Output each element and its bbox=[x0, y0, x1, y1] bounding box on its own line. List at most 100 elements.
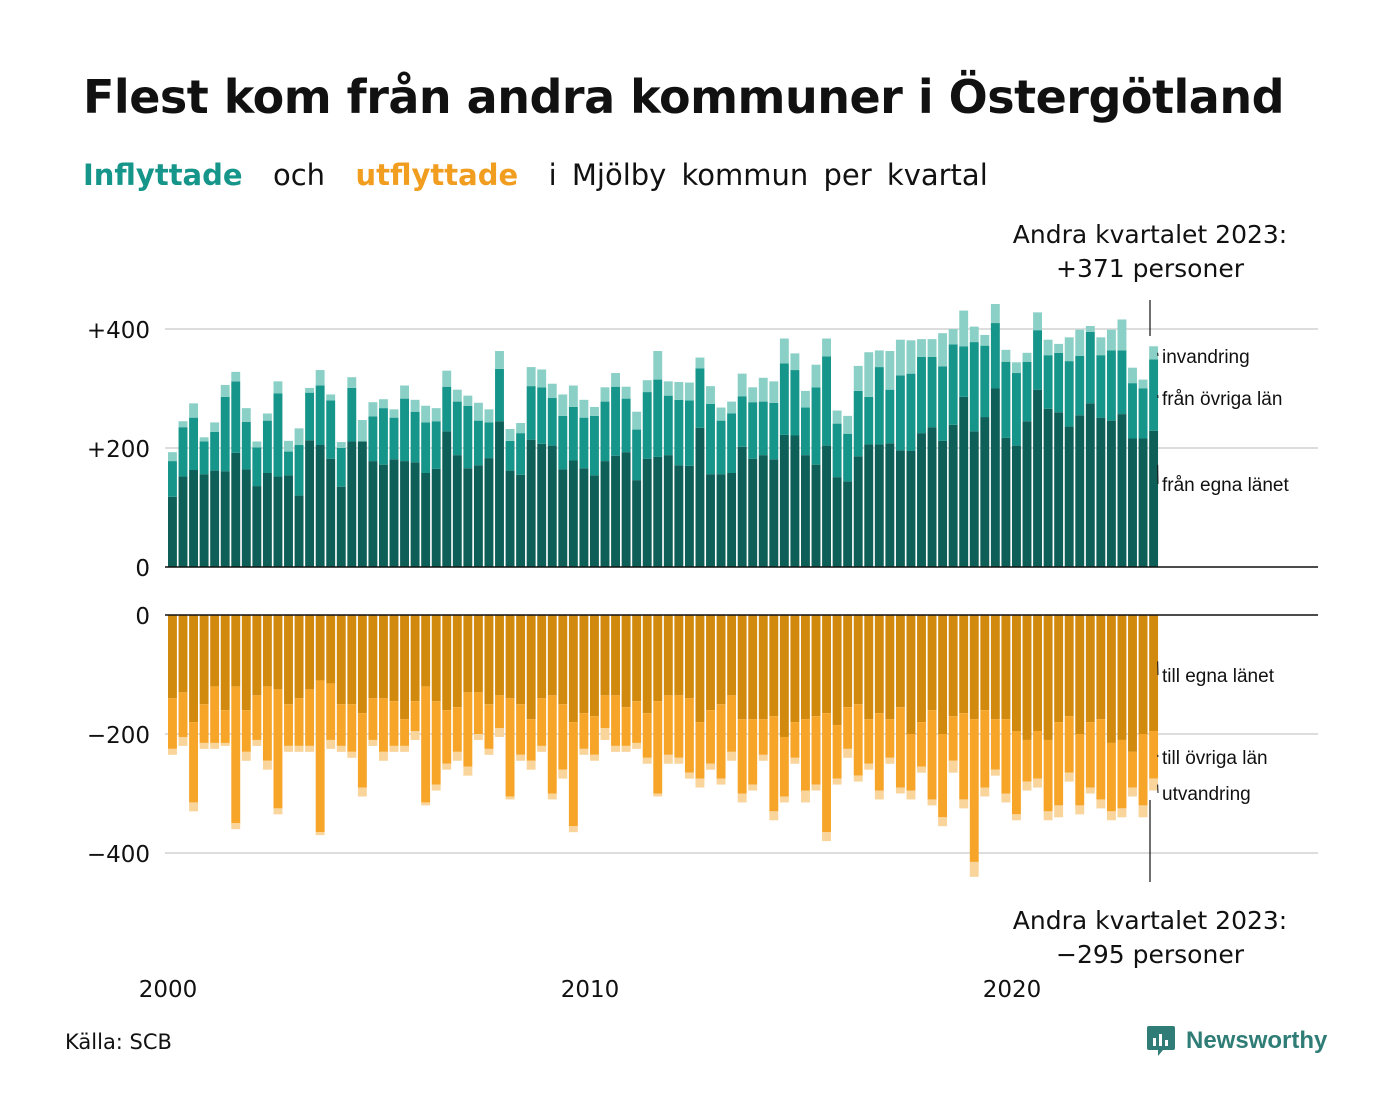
bar-out-2-55 bbox=[748, 719, 758, 785]
bar-out-2-36 bbox=[547, 695, 557, 794]
bar-in-2-39 bbox=[579, 417, 589, 469]
bar-out-1-56 bbox=[758, 615, 768, 720]
y-tick-top-1: +200 bbox=[87, 437, 150, 463]
bar-out-3-53 bbox=[727, 751, 737, 761]
bar-out-3-55 bbox=[748, 784, 758, 791]
bar-out-1-18 bbox=[357, 615, 367, 714]
bar-out-3-18 bbox=[357, 787, 367, 797]
bar-in-1-15 bbox=[326, 458, 336, 567]
bar-in-3-78 bbox=[990, 304, 1000, 324]
bar-in-1-27 bbox=[452, 455, 462, 567]
bar-in-2-42 bbox=[611, 386, 620, 456]
bar-out-2-81 bbox=[1022, 739, 1032, 782]
bar-in-1-20 bbox=[379, 464, 388, 567]
bar-in-3-53 bbox=[727, 401, 737, 414]
bar-out-2-72 bbox=[927, 710, 937, 800]
bar-out-1-79 bbox=[1001, 615, 1011, 720]
bar-in-2-72 bbox=[927, 356, 937, 428]
bar-out-1-8 bbox=[252, 615, 262, 696]
bar-out-3-16 bbox=[336, 745, 346, 752]
bar-in-3-69 bbox=[895, 339, 905, 376]
bar-out-1-66 bbox=[864, 615, 874, 720]
bar-out-2-66 bbox=[864, 719, 874, 764]
bar-out-3-58 bbox=[779, 796, 789, 803]
bar-in-1-46 bbox=[653, 456, 663, 567]
bar-in-1-41 bbox=[600, 461, 610, 567]
bar-out-1-47 bbox=[663, 615, 673, 696]
bar-in-2-47 bbox=[663, 395, 673, 456]
bar-out-2-21 bbox=[389, 701, 399, 746]
bar-in-1-47 bbox=[663, 455, 673, 567]
bar-in-1-52 bbox=[716, 474, 726, 567]
bar-in-3-24 bbox=[421, 405, 431, 423]
bar-out-3-24 bbox=[421, 802, 431, 806]
bar-in-3-79 bbox=[1001, 349, 1011, 362]
bar-out-1-91 bbox=[1128, 615, 1137, 752]
bar-in-2-31 bbox=[495, 368, 504, 422]
bar-in-2-16 bbox=[336, 448, 346, 487]
bar-in-3-50 bbox=[695, 357, 705, 369]
bar-in-1-36 bbox=[547, 445, 557, 567]
bar-in-3-57 bbox=[769, 381, 779, 403]
bar-in-2-11 bbox=[284, 451, 293, 476]
bar-in-3-89 bbox=[1106, 329, 1116, 351]
bar-in-3-80 bbox=[1012, 362, 1021, 374]
bar-out-2-24 bbox=[421, 686, 431, 803]
bar-in-2-9 bbox=[262, 420, 272, 473]
bar-in-2-4 bbox=[210, 431, 220, 471]
bar-in-1-16 bbox=[336, 486, 346, 568]
bar-in-2-45 bbox=[642, 392, 652, 459]
bar-in-2-73 bbox=[938, 366, 948, 441]
bar-out-1-39 bbox=[579, 615, 589, 714]
bar-out-3-47 bbox=[663, 754, 673, 764]
bar-out-3-9 bbox=[262, 760, 272, 770]
annotation-bottom-line2: −295 personer bbox=[1056, 940, 1244, 969]
bar-in-2-51 bbox=[706, 403, 715, 475]
bar-in-3-10 bbox=[273, 381, 283, 394]
bar-out-2-40 bbox=[590, 716, 599, 755]
bar-out-3-21 bbox=[389, 745, 399, 752]
bar-in-1-4 bbox=[210, 470, 220, 567]
bar-in-2-68 bbox=[885, 389, 895, 444]
bar-out-2-11 bbox=[284, 704, 293, 746]
bar-in-2-75 bbox=[959, 346, 969, 397]
bar-in-2-1 bbox=[178, 427, 188, 477]
bar-in-3-46 bbox=[653, 351, 663, 380]
bar-out-2-62 bbox=[822, 713, 831, 833]
bar-in-3-45 bbox=[642, 380, 652, 393]
bar-out-3-7 bbox=[241, 751, 251, 761]
bar-in-2-63 bbox=[832, 423, 842, 478]
bar-out-3-15 bbox=[326, 739, 336, 749]
bar-in-3-29 bbox=[473, 402, 483, 421]
bar-out-2-12 bbox=[294, 698, 304, 746]
bar-out-3-49 bbox=[684, 772, 694, 779]
bar-out-1-6 bbox=[231, 615, 241, 687]
bar-out-1-92 bbox=[1138, 615, 1148, 734]
bar-out-1-19 bbox=[368, 615, 378, 699]
bar-out-2-20 bbox=[379, 698, 388, 752]
bar-out-3-61 bbox=[811, 784, 821, 791]
bar-out-3-92 bbox=[1138, 805, 1148, 818]
bar-out-1-44 bbox=[632, 615, 642, 702]
bar-in-2-30 bbox=[484, 422, 494, 459]
bar-in-2-53 bbox=[727, 413, 737, 473]
newsworthy-logo-icon bbox=[1147, 1026, 1175, 1056]
bar-out-3-65 bbox=[853, 775, 863, 782]
bar-out-1-65 bbox=[853, 615, 863, 705]
bar-out-3-31 bbox=[495, 728, 504, 737]
bar-in-1-66 bbox=[864, 444, 874, 567]
bar-in-1-24 bbox=[421, 472, 431, 567]
bar-out-1-67 bbox=[874, 615, 884, 714]
bar-out-1-69 bbox=[895, 615, 905, 708]
bar-out-1-59 bbox=[790, 615, 800, 723]
bar-out-2-57 bbox=[769, 716, 779, 812]
bar-out-3-25 bbox=[431, 784, 441, 791]
bar-in-1-87 bbox=[1085, 403, 1095, 568]
bar-in-1-49 bbox=[684, 465, 694, 567]
bar-out-2-91 bbox=[1128, 751, 1137, 788]
bar-out-2-86 bbox=[1075, 734, 1085, 806]
bar-in-3-40 bbox=[590, 406, 599, 416]
bar-out-2-25 bbox=[431, 701, 441, 785]
bar-out-3-40 bbox=[590, 754, 599, 761]
bar-out-2-43 bbox=[621, 707, 631, 746]
